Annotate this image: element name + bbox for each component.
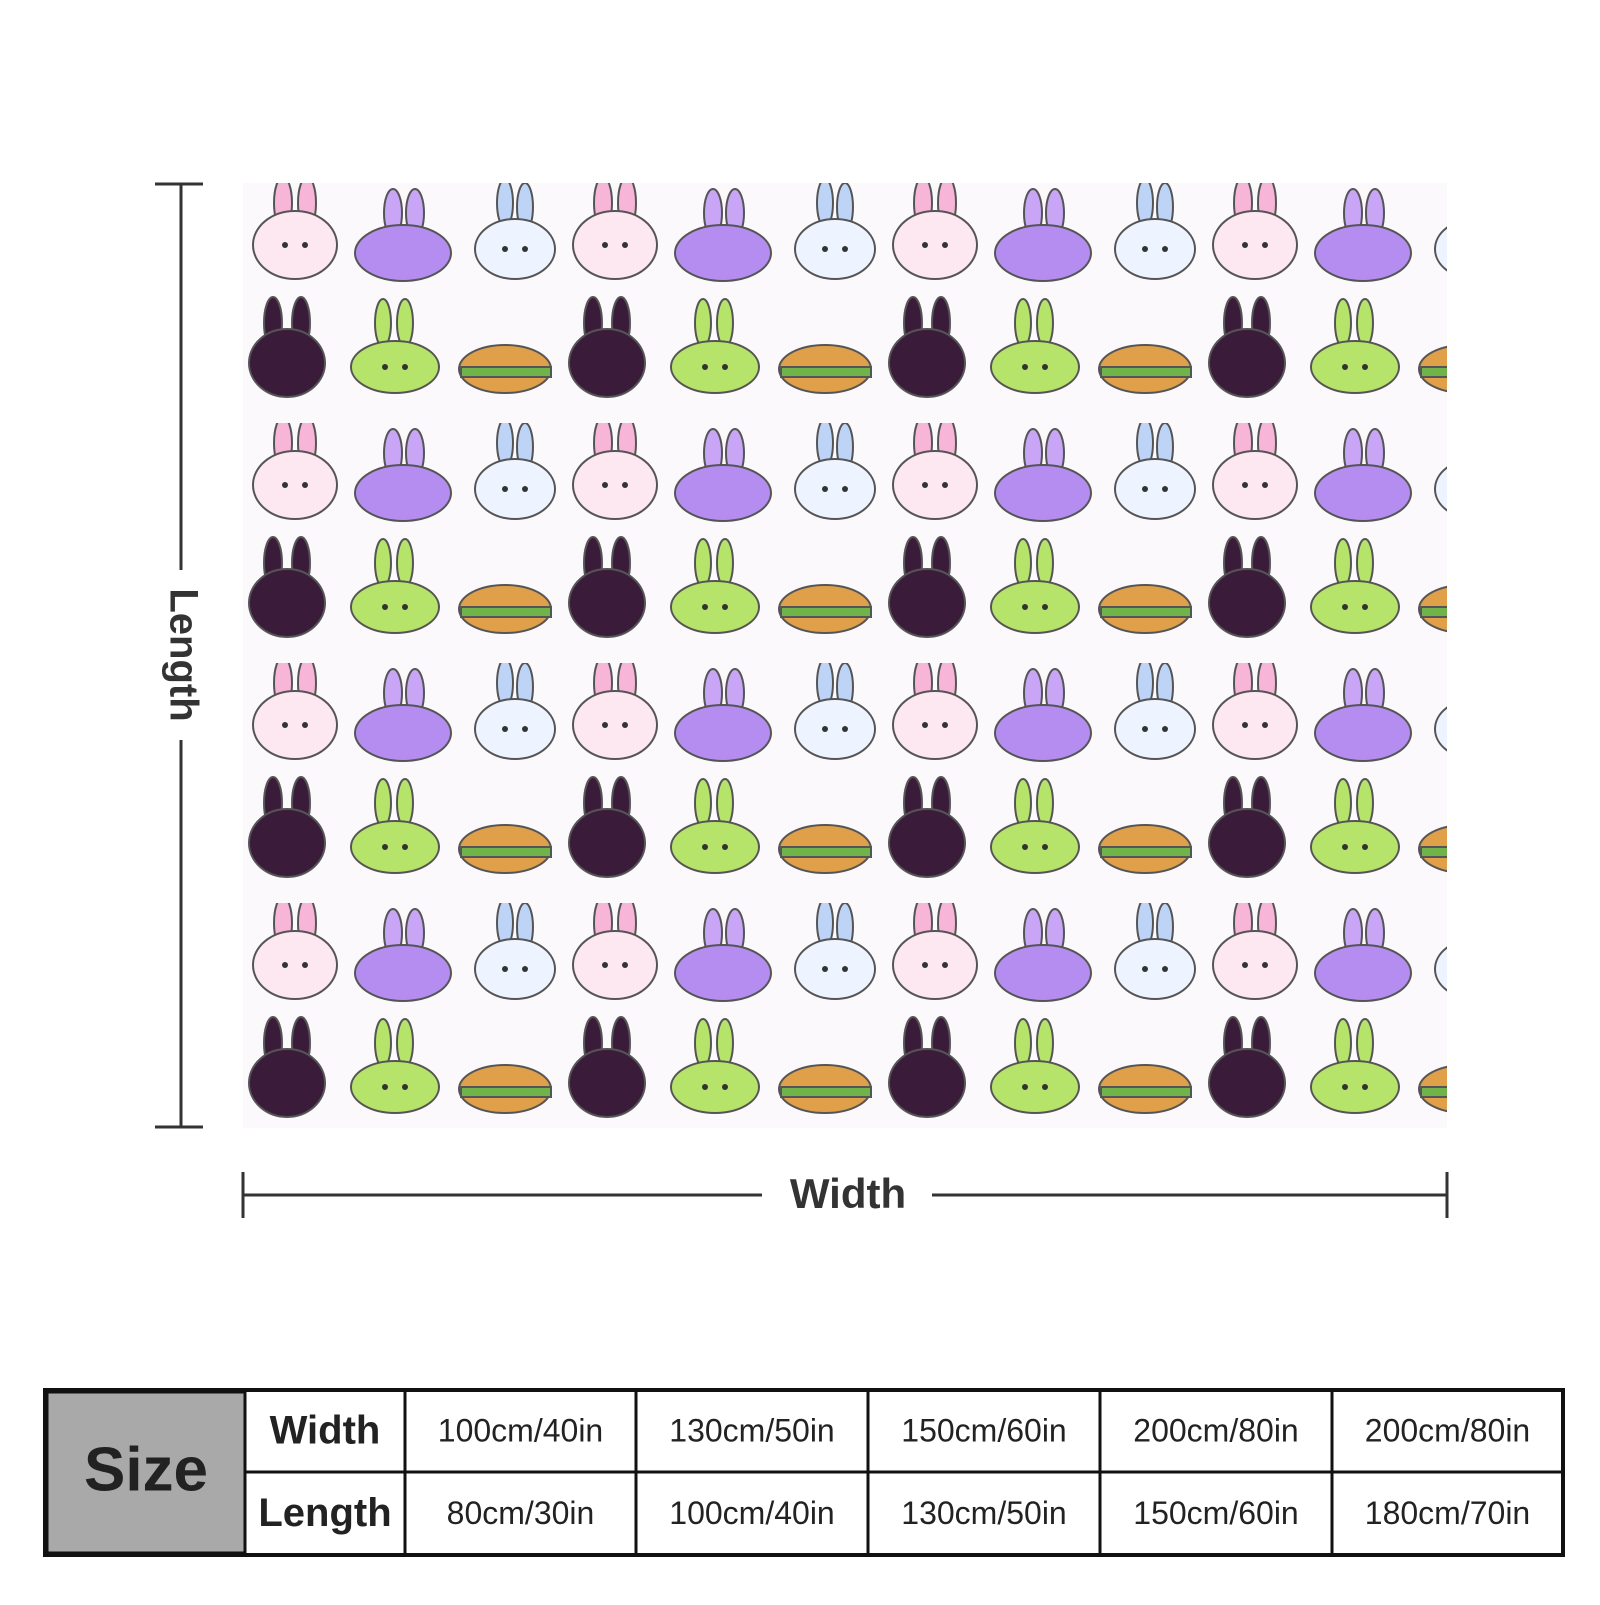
size-table: Size Width 100cm/40in 130cm/50in 150cm/60in… <box>43 1388 1565 1557</box>
size-cell: 200cm/80in <box>1365 1412 1530 1448</box>
width-label: Width <box>790 1170 906 1217</box>
size-cell: 130cm/50in <box>901 1495 1066 1531</box>
size-cell: 100cm/40in <box>669 1495 834 1531</box>
width-bracket <box>241 1172 1449 1218</box>
row-header: Length <box>258 1491 391 1535</box>
row-header: Width <box>270 1409 381 1453</box>
length-bracket <box>155 182 203 1129</box>
size-cell: 130cm/50in <box>669 1412 834 1448</box>
size-cell: 150cm/60in <box>901 1412 1066 1448</box>
size-cell: 100cm/40in <box>438 1412 603 1448</box>
size-cell: 80cm/30in <box>447 1495 595 1531</box>
size-cell: 150cm/60in <box>1133 1495 1298 1531</box>
length-label: Length <box>161 588 205 721</box>
size-cell: 200cm/80in <box>1133 1412 1298 1448</box>
size-cell: 180cm/70in <box>1365 1495 1530 1531</box>
blanket-pattern <box>243 183 1447 1128</box>
size-title: Size <box>84 1435 208 1504</box>
